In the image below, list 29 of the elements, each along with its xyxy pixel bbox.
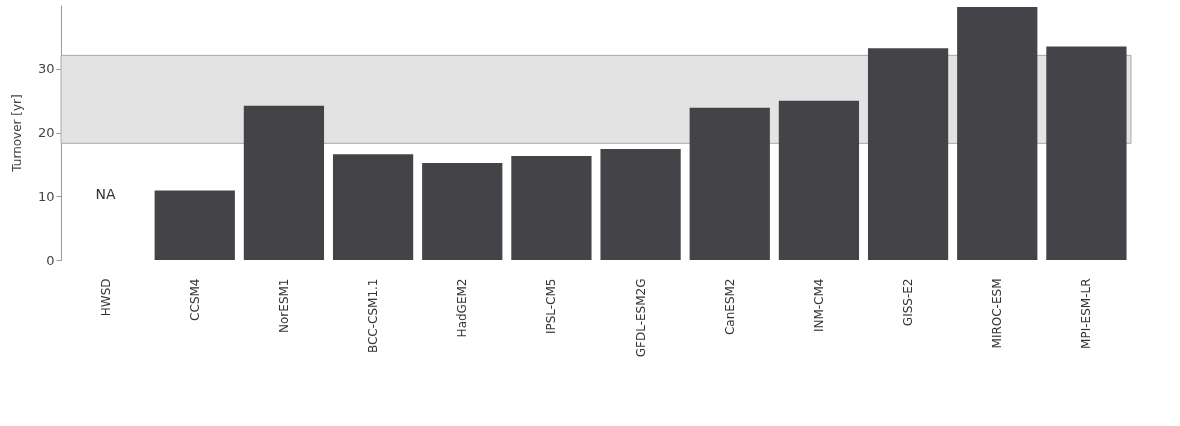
bar [600, 149, 681, 260]
bar [1046, 46, 1127, 260]
x-tick-label: HadGEM2 [455, 278, 470, 338]
x-tick-label: INM-CM4 [811, 278, 826, 333]
x-tick-label: NorESM1 [276, 278, 291, 333]
y-axis-title: Turnover [yr] [9, 94, 24, 173]
x-tick-label: MPI-ESM-LR [1079, 278, 1094, 349]
x-tick-label: IPSL-CM5 [544, 278, 559, 335]
x-tick-label: BCC-CSM1.1 [366, 278, 381, 354]
y-tick-label: 30 [37, 61, 55, 77]
annotation: NA [95, 186, 117, 202]
y-tick-label: 0 [46, 252, 55, 268]
x-tick-label: CCSM4 [187, 278, 202, 321]
x-tick-label: HWSD [98, 278, 113, 317]
bar [778, 100, 860, 260]
x-tick-label: MIROC-ESM [990, 278, 1005, 349]
x-tick-label: GFDL-ESM2G [633, 278, 648, 358]
bar [332, 154, 414, 260]
bar [154, 190, 235, 260]
y-tick-label: 20 [37, 125, 55, 140]
y-tick-label: 10 [37, 188, 55, 204]
bar [422, 163, 503, 260]
bar [867, 48, 949, 260]
bar [957, 6, 1038, 260]
bar [243, 105, 325, 260]
x-tick-label: CanESM2 [722, 278, 737, 336]
bar [689, 107, 770, 260]
bar [511, 156, 592, 260]
x-tick-label: GISS-E2 [901, 278, 916, 327]
